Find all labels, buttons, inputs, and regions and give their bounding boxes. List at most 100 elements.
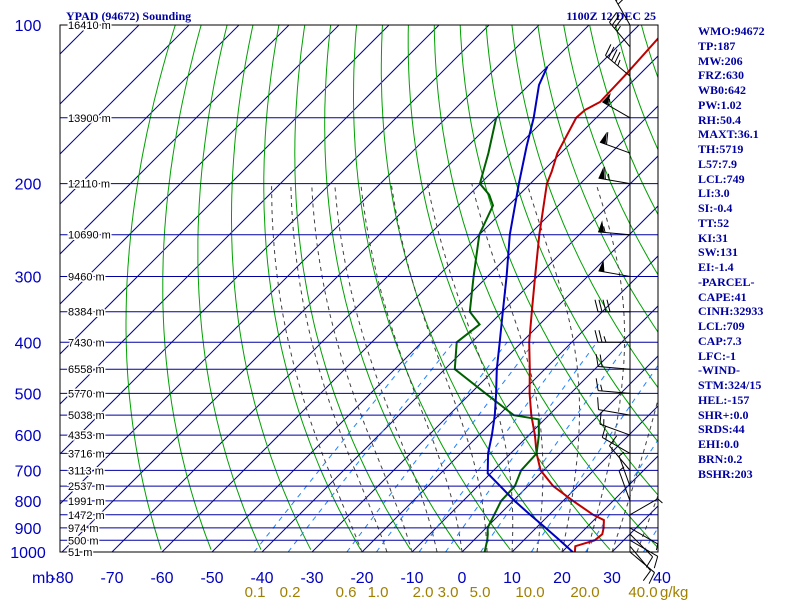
wind-barb-flag: [602, 299, 607, 312]
isotherm: [111, 25, 640, 552]
height-label: 1472 m: [68, 510, 105, 522]
moist-adiabat: [390, 183, 488, 552]
dewpoint-line: [453, 117, 540, 552]
wind-barb: [614, 0, 631, 26]
wind-barb-flag: [614, 18, 623, 29]
dry-adiabat: [615, 25, 658, 151]
moist-adiabat: [427, 183, 514, 552]
wind-barb: [594, 330, 630, 343]
pressure-tick-label: 600: [15, 428, 42, 445]
wind-barb-flag: [614, 51, 621, 64]
height-label: 8384 m: [68, 307, 105, 319]
wind-barb-flag: [608, 46, 615, 59]
mixing-ratio-label: 0.2: [280, 584, 301, 600]
dry-adiabat: [511, 25, 658, 389]
stat-line: SRDS:44: [698, 422, 745, 437]
isotherm: [60, 25, 190, 155]
dry-adiabat: [231, 25, 312, 550]
chart-title: YPAD (94672) Sounding: [66, 9, 191, 23]
moist-adiabat: [526, 183, 580, 552]
height-label: 12110 m: [68, 179, 110, 191]
wind-barb-staff: [598, 409, 631, 416]
mixing-ratio-label: 5.0: [470, 584, 491, 600]
wind-barb-half-flag: [618, 451, 625, 457]
height-label: 9460 m: [68, 271, 105, 283]
stat-line: CINH:32933: [698, 304, 764, 319]
mixing-ratio-label: 1.0: [368, 584, 389, 600]
wind-barb-staff: [618, 470, 631, 502]
wind-barb-flag: [595, 354, 599, 367]
wind-barb-flag: [645, 556, 654, 568]
height-label: 4353 m: [68, 430, 105, 442]
dry-adiabat: [263, 25, 362, 550]
temperature-tick-label: -60: [150, 570, 173, 587]
mixing-ratio-unit: g/kg: [660, 584, 688, 600]
dry-adiabat: [771, 25, 800, 550]
pressure-tick-label: 1000: [10, 545, 46, 562]
wind-barb-flag: [609, 435, 618, 447]
wind-barb-flag: [598, 299, 603, 312]
isotherm: [60, 25, 390, 355]
isotherm: [762, 25, 800, 552]
wind-barb-flag: [615, 0, 618, 2]
wind-barb-staff: [602, 101, 631, 119]
temperature-tick-label: 30: [603, 570, 621, 587]
isotherm: [60, 25, 290, 255]
stat-line: MAXT:36.1: [698, 127, 759, 142]
wind-barb-staff: [629, 551, 655, 573]
wind-barb-flag: [653, 556, 659, 569]
wind-barb-staff: [602, 436, 631, 454]
wind-barb-staff: [629, 498, 658, 516]
dry-adiabat: [485, 25, 658, 443]
wind-barb: [602, 92, 631, 119]
dry-adiabat: [162, 25, 212, 550]
wind-barb-flag: [594, 299, 599, 312]
isotherm: [561, 455, 658, 552]
stat-line: TP:187: [698, 38, 736, 53]
stat-line: KI:31: [698, 230, 728, 245]
chart-time-label: 1100Z 12 DEC 25: [566, 9, 656, 23]
wind-barb-flag: [599, 354, 603, 367]
wind-barb-half-flag: [603, 336, 607, 343]
pressure-tick-label: 700: [15, 463, 42, 480]
wind-barb-staff: [629, 527, 658, 545]
temperature-tick-label: -20: [350, 570, 373, 587]
mixing-ratio-line: [253, 341, 423, 552]
wind-barb-staff: [598, 390, 631, 394]
stat-line: CAPE:41: [698, 289, 747, 304]
wind-barb-flag: [611, 49, 618, 61]
height-label: 3113 m: [68, 465, 104, 477]
wind-barb-half-flag: [616, 25, 621, 32]
height-label: 6558 m: [68, 364, 105, 376]
pressure-tick-label: 200: [15, 177, 42, 194]
mixing-ratio-label: 3.0: [438, 584, 459, 600]
height-label: 1991 m: [68, 496, 105, 508]
wind-barb-staff: [609, 445, 631, 471]
wind-barb-flag: [606, 132, 609, 145]
height-label: 7430 m: [68, 337, 105, 349]
temperature-tick-label: -80: [50, 570, 73, 587]
stat-line: TH:5719: [698, 142, 744, 156]
wind-barb-pennant: [598, 259, 605, 272]
stat-line: SW:131: [698, 245, 739, 260]
height-label: 10690 m: [68, 230, 111, 242]
wind-barb: [597, 397, 631, 416]
temperature-tick-label: -50: [200, 570, 223, 587]
mixing-ratio-label: 0.6: [336, 584, 357, 600]
temperature-tick-label: -40: [250, 570, 273, 587]
dry-adiabat: [433, 25, 658, 549]
height-label: 51 m: [68, 547, 92, 559]
moist-adiabat: [636, 494, 658, 552]
pressure-tick-label: 900: [15, 521, 42, 538]
moist-adiabat: [290, 183, 388, 552]
stat-line: TT:52: [698, 215, 730, 230]
mixing-ratio-label: 10.0: [515, 584, 544, 600]
wind-barb-flag: [594, 330, 599, 343]
stat-line: SHR+:0.0: [698, 407, 749, 422]
wind-barb: [595, 378, 631, 394]
wind-barb: [605, 44, 631, 77]
wind-barb-half-flag: [655, 543, 659, 551]
stat-line: BRN:0.2: [698, 451, 743, 466]
